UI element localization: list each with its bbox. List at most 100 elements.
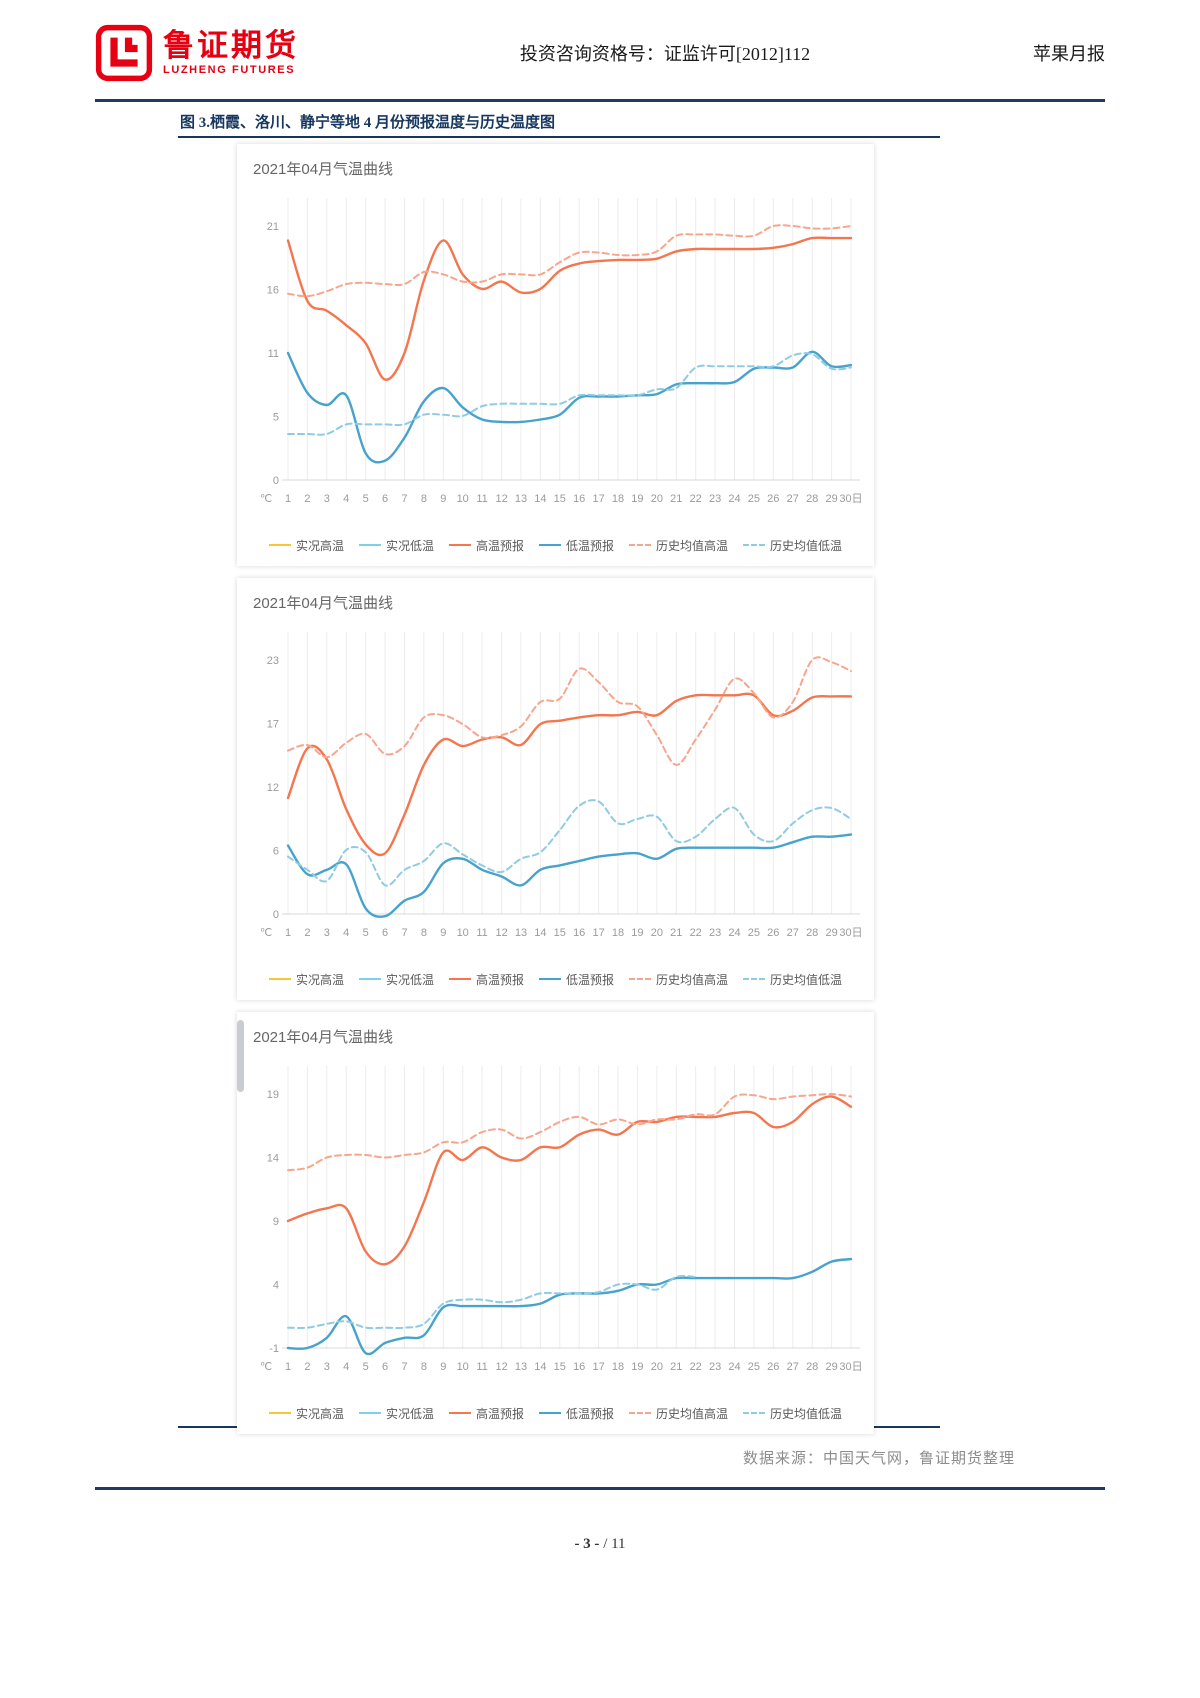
header-rule bbox=[95, 99, 1105, 102]
series-line-历史均值低温 bbox=[286, 352, 852, 436]
scrollbar-thumb bbox=[237, 1020, 244, 1092]
x-tick-label: 3 bbox=[323, 1361, 329, 1373]
x-tick-label: 20 bbox=[650, 927, 662, 939]
x-tick-label: 20 bbox=[650, 493, 662, 505]
legend-label: 低温预报 bbox=[566, 538, 615, 553]
x-tick-label: 4 bbox=[343, 927, 349, 939]
legend-item: 低温预报 bbox=[539, 971, 614, 988]
x-tick-label: 13 bbox=[514, 493, 526, 505]
y-tick-label: 5 bbox=[272, 412, 278, 424]
legend-item: 低温预报 bbox=[539, 537, 614, 554]
legend-label: 历史均值低温 bbox=[770, 1406, 843, 1421]
x-tick-label: 28 bbox=[806, 1361, 818, 1373]
x-tick-label: 6 bbox=[382, 927, 388, 939]
legend-swatch-solid bbox=[268, 978, 291, 980]
legend-label: 历史均值高温 bbox=[656, 1406, 729, 1421]
x-tick-label: 15 bbox=[553, 493, 565, 505]
legend-swatch-dashed bbox=[629, 544, 652, 546]
x-tick-label: 7 bbox=[401, 1361, 407, 1373]
page-number: - 3 - / 11 bbox=[0, 1536, 1200, 1553]
x-tick-label: 13 bbox=[514, 927, 526, 939]
x-tick-label: 17 bbox=[592, 493, 604, 505]
x-tick-label: 17 bbox=[592, 1361, 604, 1373]
legend-label: 低温预报 bbox=[566, 972, 615, 987]
x-tick-label: 5 bbox=[362, 1361, 368, 1373]
legend-swatch-solid bbox=[448, 1412, 471, 1414]
legend-label: 实况低温 bbox=[385, 1406, 434, 1421]
x-tick-label: 8 bbox=[420, 927, 426, 939]
legend-swatch-solid bbox=[539, 978, 561, 980]
logo-en: LUZHENG FUTURES bbox=[163, 64, 296, 76]
y-tick-label: 16 bbox=[266, 285, 278, 297]
x-corner-label: ℃ bbox=[259, 493, 271, 505]
legend-label: 高温预报 bbox=[475, 1406, 524, 1421]
x-tick-label: 24 bbox=[728, 927, 740, 939]
x-tick-label: 11 bbox=[476, 1361, 487, 1373]
x-tick-label: 11 bbox=[476, 927, 487, 939]
x-tick-label: 7 bbox=[401, 493, 407, 505]
x-tick-label: 4 bbox=[343, 1361, 349, 1373]
legend-label: 低温预报 bbox=[566, 1406, 615, 1421]
x-tick-label: 19 bbox=[631, 493, 643, 505]
header-license-text: 投资咨询资格号：证监许可[2012]112 bbox=[519, 44, 811, 64]
legend-item: 历史均值高温 bbox=[629, 537, 728, 554]
x-tick-label: 19 bbox=[631, 1361, 643, 1373]
x-tick-label: 8 bbox=[420, 493, 426, 505]
y-tick-label: 0 bbox=[272, 909, 278, 921]
x-tick-label: 18 bbox=[611, 927, 623, 939]
legend-swatch-solid bbox=[448, 978, 471, 980]
x-tick-label: 10 bbox=[456, 493, 468, 505]
x-tick-label: 2 bbox=[304, 1361, 310, 1373]
x-tick-label: 9 bbox=[440, 927, 446, 939]
legend-label: 历史均值低温 bbox=[770, 972, 843, 987]
legend-label: 实况低温 bbox=[385, 538, 434, 553]
series-line-低温预报 bbox=[286, 1257, 852, 1356]
legend-item: 实况低温 bbox=[358, 1405, 434, 1422]
chart-title: 2021年04月气温曲线 bbox=[253, 1029, 394, 1046]
legend-label: 实况高温 bbox=[295, 1406, 344, 1421]
x-tick-label: 25 bbox=[747, 927, 759, 939]
x-tick-label: 22 bbox=[689, 1361, 701, 1373]
legend-label: 历史均值高温 bbox=[656, 538, 729, 553]
legend-item: 历史均值低温 bbox=[743, 537, 842, 554]
legend-item: 高温预报 bbox=[448, 971, 524, 988]
legend-swatch-solid bbox=[358, 978, 381, 980]
y-tick-label: 0 bbox=[272, 475, 278, 487]
x-tick-label: 21 bbox=[670, 927, 682, 939]
x-tick-label: 5 bbox=[362, 927, 368, 939]
x-tick-label: 1 bbox=[284, 493, 290, 505]
x-tick-label: 21 bbox=[670, 493, 682, 505]
x-tick-label: 8 bbox=[420, 1361, 426, 1373]
x-corner-label: ℃ bbox=[259, 1361, 271, 1373]
legend-item: 低温预报 bbox=[539, 1405, 614, 1422]
x-tick-label: 14 bbox=[534, 493, 546, 505]
legend-swatch-solid bbox=[358, 1412, 381, 1414]
legend-swatch-solid bbox=[539, 1412, 561, 1414]
logo-text: 鲁证期货 LUZHENG FUTURES bbox=[163, 30, 299, 76]
luzheng-logo-icon bbox=[95, 24, 153, 82]
x-tick-label: 3 bbox=[323, 927, 329, 939]
x-tick-label: 15 bbox=[553, 927, 565, 939]
figure-area: 2021年04月气温曲线 21 16 11 5 0 ℃ 1 2 3 4 5 6 7 8 9 10 11 12 13 14… bbox=[178, 136, 940, 1434]
x-tick-label: 12 bbox=[495, 1361, 507, 1373]
chart-legend: 实况高温 实况低温 高温预报 低温预报 历史均值高温 历史均值低温 bbox=[237, 966, 874, 992]
series-line-低温预报 bbox=[286, 350, 852, 464]
legend-item: 实况高温 bbox=[268, 537, 344, 554]
series-line-高温预报 bbox=[286, 1095, 852, 1266]
y-tick-label: 14 bbox=[266, 1153, 278, 1165]
x-tick-label: 30日 bbox=[839, 927, 862, 939]
chart-title: 2021年04月气温曲线 bbox=[253, 595, 394, 612]
x-tick-label: 13 bbox=[514, 1361, 526, 1373]
logo: 鲁证期货 LUZHENG FUTURES bbox=[95, 24, 345, 82]
legend-swatch-dashed bbox=[743, 978, 766, 980]
legend-swatch-solid bbox=[358, 544, 381, 546]
header: 鲁证期货 LUZHENG FUTURES 投资咨询资格号：证监许可[2012]1… bbox=[95, 24, 1105, 82]
x-tick-label: 16 bbox=[573, 1361, 585, 1373]
legend-swatch-solid bbox=[268, 544, 291, 546]
x-tick-label: 26 bbox=[767, 927, 779, 939]
y-tick-label: 19 bbox=[266, 1089, 278, 1101]
legend-item: 实况高温 bbox=[268, 971, 344, 988]
x-tick-label: 26 bbox=[767, 493, 779, 505]
